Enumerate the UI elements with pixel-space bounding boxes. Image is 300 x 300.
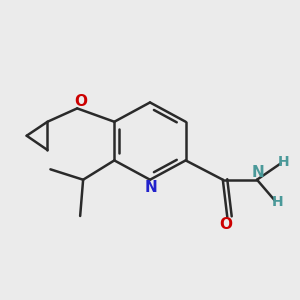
Text: H: H <box>277 155 289 169</box>
Text: N: N <box>251 165 264 180</box>
Text: H: H <box>272 195 283 209</box>
Text: N: N <box>145 180 158 195</box>
Text: O: O <box>219 217 232 232</box>
Text: O: O <box>74 94 87 110</box>
